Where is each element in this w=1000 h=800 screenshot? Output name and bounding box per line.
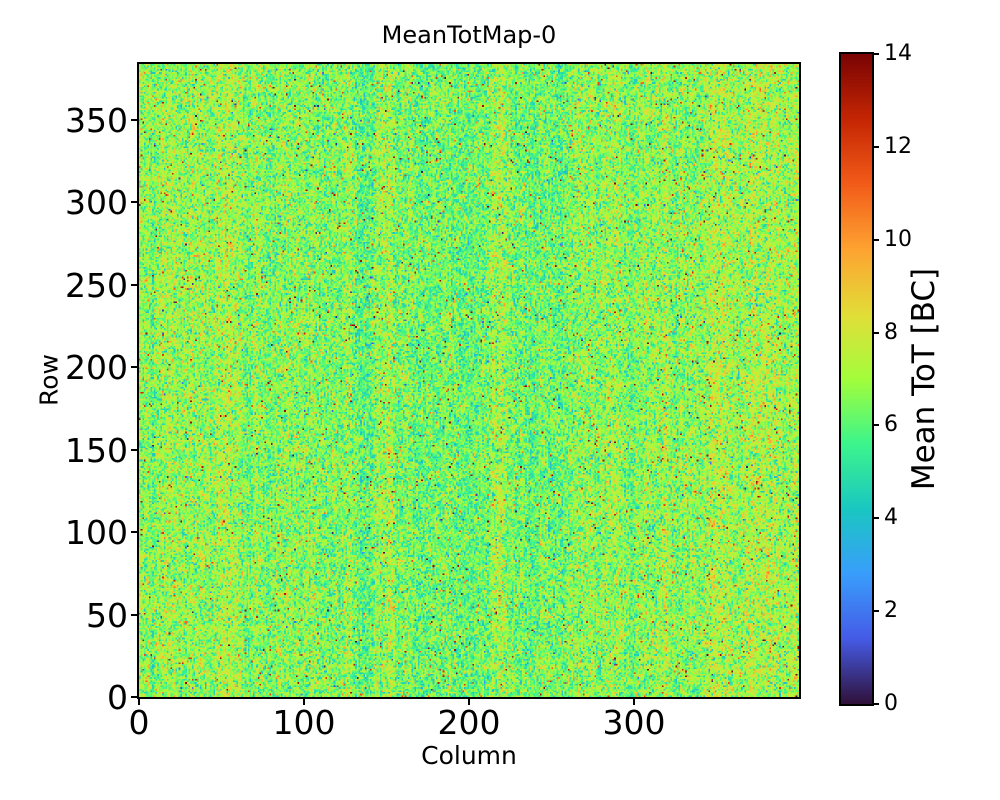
y-tick-mark [131,613,137,616]
plot-title: MeanTotMap-0 [381,21,557,49]
y-tick-label: 100 [65,513,128,553]
x-tick-mark [138,699,140,705]
colorbar-tick-label: 2 [884,598,898,624]
x-tick-label: 0 [128,703,150,742]
colorbar-tick-label: 6 [884,412,898,438]
colorbar-canvas [841,54,872,704]
colorbar-tick-mark [874,145,879,148]
x-tick-mark [468,699,470,705]
x-tick-mark [303,699,305,705]
y-tick-label: 350 [65,101,128,141]
y-tick-mark [131,201,137,204]
x-tick-label: 100 [272,703,336,742]
y-tick-label: 150 [65,430,128,470]
colorbar-tick-label: 14 [884,41,912,66]
y-tick-label: 300 [65,183,128,223]
y-tick-mark [131,366,137,369]
x-axis-label: Column [421,741,517,770]
colorbar-tick-mark [874,331,879,334]
y-tick-mark [131,696,137,698]
y-tick-label: 250 [65,265,128,305]
colorbar-tick-mark [874,517,879,520]
y-tick-mark [131,283,137,286]
colorbar [839,52,874,706]
y-tick-mark [131,531,137,534]
y-tick-label: 50 [86,595,128,635]
colorbar-tick-label: 0 [884,691,898,716]
y-tick-label: 200 [65,348,128,388]
x-tick-mark [633,699,635,705]
colorbar-label: Mean ToT [BC] [906,267,942,491]
x-tick-label: 200 [437,703,501,742]
colorbar-tick-mark [874,703,879,705]
y-tick-mark [131,448,137,451]
heatmap-plot-area [137,62,801,699]
colorbar-tick-label: 8 [884,319,898,345]
x-tick-label: 300 [602,703,666,742]
y-tick-mark [131,119,137,122]
colorbar-tick-label: 12 [884,133,912,159]
colorbar-tick-mark [874,424,879,427]
colorbar-tick-label: 4 [884,505,898,531]
colorbar-tick-mark [874,53,879,55]
heatmap-canvas [139,64,799,697]
colorbar-tick-mark [874,610,879,613]
colorbar-tick-mark [874,238,879,241]
colorbar-tick-label: 10 [884,226,912,252]
y-tick-label: 0 [107,678,128,717]
